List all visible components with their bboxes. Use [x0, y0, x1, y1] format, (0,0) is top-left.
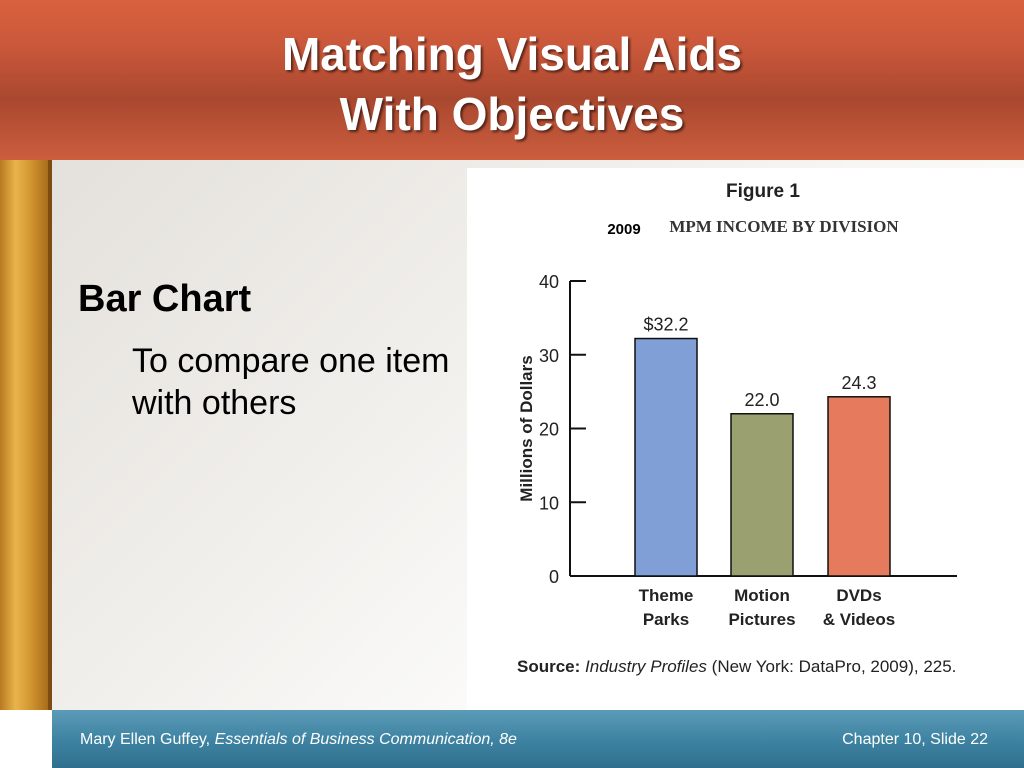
y-axis-label: Millions of Dollars [517, 355, 536, 501]
source-details: (New York: DataPro, 2009), 225. [712, 657, 957, 676]
bar-value-label: 24.3 [841, 373, 876, 393]
bullet-subtext: To compare one item with others [132, 342, 450, 422]
footer-bar: Mary Ellen Guffey, Essentials of Busines… [52, 710, 1024, 768]
title-banner: Matching Visual Aids With Objectives [0, 0, 1024, 160]
figure-panel: Figure 1 2009 MPM INCOME BY DIVISION Mil… [467, 168, 1024, 710]
y-tick-label: 10 [539, 493, 559, 513]
source-title: Industry Profiles [585, 657, 707, 676]
category-label: DVDs [836, 586, 881, 605]
bar-chart: Figure 1 2009 MPM INCOME BY DIVISION Mil… [517, 181, 957, 676]
y-tick-label: 0 [549, 567, 559, 587]
bar [827, 396, 891, 577]
category-label: Parks [643, 610, 689, 629]
category-label: Pictures [728, 610, 795, 629]
figure-year: 2009 [607, 221, 640, 238]
slide-title: Matching Visual Aids With Objectives [0, 24, 1024, 144]
figure-label: Figure 1 [726, 181, 800, 202]
slide-title-line-2: With Objectives [339, 88, 685, 140]
bar-value-label: 22.0 [744, 390, 779, 410]
bullet-heading: Bar Chart [78, 278, 252, 320]
y-tick-label: 40 [539, 272, 559, 292]
left-decorative-bar [0, 160, 52, 710]
footer-book-title: Essentials of Business Communication, 8e [214, 731, 517, 748]
footer-author: Mary Ellen Guffey, [80, 731, 211, 748]
category-label: Theme [639, 586, 694, 605]
y-tick-label: 30 [539, 346, 559, 366]
slide-title-line-1: Matching Visual Aids [281, 28, 743, 80]
category-label: Motion [734, 586, 790, 605]
footer-slide-number: Chapter 10, Slide 22 [842, 731, 988, 748]
source-line: Source: Industry Profiles (New York: Dat… [517, 657, 956, 676]
footer-citation: Mary Ellen Guffey, Essentials of Busines… [80, 731, 517, 749]
bar-value-label: $32.2 [643, 315, 688, 335]
category-label: & Videos [823, 610, 895, 629]
y-tick-label: 20 [539, 420, 559, 440]
bar [634, 337, 698, 577]
bar [730, 413, 794, 577]
source-label: Source: [517, 657, 580, 676]
figure-caption: MPM INCOME BY DIVISION [669, 217, 899, 236]
